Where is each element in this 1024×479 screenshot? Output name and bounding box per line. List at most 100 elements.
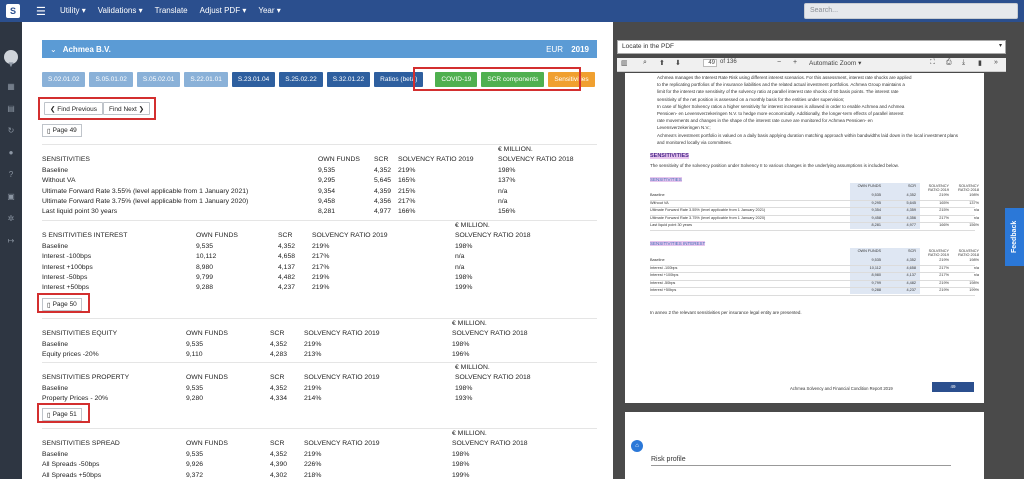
pdf-text-line: Pensioen- en Levensverzekeringen N.V. to… [657, 111, 904, 116]
bookmark-icon[interactable]: ▮ [978, 60, 982, 67]
feedback-button[interactable]: Feedback [1005, 208, 1024, 266]
table-cell: Baseline [42, 450, 69, 458]
pdf-table-cell: n/a [973, 273, 979, 277]
column-header: SOLVENCY RATIO 2018 [452, 330, 528, 338]
table-icon[interactable]: ▦ [7, 82, 15, 91]
lock-icon[interactable]: ▣ [7, 192, 15, 201]
pdf-table-cell: 4,237 [906, 288, 916, 292]
avatar[interactable] [4, 50, 18, 64]
logout-icon[interactable]: ↦ [7, 236, 15, 245]
table-cell: 4,352 [278, 242, 296, 250]
list-icon[interactable]: ▤ [7, 104, 15, 113]
top-menu: Utility ▾ Validations ▾ Translate Adjust… [60, 6, 281, 15]
table-cell: n/a [455, 253, 465, 261]
column-header: S ENSITIVITIES INTEREST [42, 232, 128, 240]
tab-s050201[interactable]: S.05.02.01 [136, 72, 181, 87]
tab-s020102[interactable]: S.02.01.02 [42, 72, 86, 87]
tab-s250222[interactable]: S.25.02.22 [279, 72, 323, 87]
page-up-icon[interactable]: ⬆ [659, 60, 665, 67]
pdf-column-header: OWN FUNDS [857, 184, 881, 188]
download-icon[interactable]: ⤓ [962, 59, 966, 66]
pdf-row-line [650, 294, 975, 296]
dropdown-arrow-icon: ▾ [998, 43, 1002, 49]
pdf-table-cell: Interest +50bps [650, 288, 677, 292]
menu-adjust-pdf[interactable]: Adjust PDF ▾ [199, 6, 247, 15]
pdf-table2-title: SENSITIVITIES INTEREST [650, 241, 706, 246]
tab-s230104[interactable]: S.23.01.04 [231, 72, 276, 87]
pdf-table-cell: 4,352 [906, 258, 916, 262]
zoom-select[interactable]: Automatic Zoom ▾ [809, 60, 862, 67]
user-icon[interactable]: ● [8, 148, 14, 157]
pdf-table-cell: Without VA [650, 200, 669, 205]
menu-translate[interactable]: Translate [154, 6, 188, 15]
sidebar-toggle-icon[interactable]: ▥ [621, 60, 628, 67]
print-icon[interactable]: ⎙ [946, 59, 952, 66]
tab-scr-components[interactable]: SCR components [481, 72, 545, 87]
table-cell: 4,302 [270, 471, 288, 479]
table-cell: 9,372 [186, 471, 204, 479]
tab-ratios[interactable]: Ratios (beta) [374, 72, 424, 87]
pdf-table-cell: 4,977 [906, 223, 916, 227]
pdf-text-line: Achmea's investment portfolio is valued … [657, 132, 959, 138]
app-logo[interactable]: S [6, 4, 20, 18]
pdf-text-line: sensitivity of the net position is asses… [657, 96, 845, 102]
page-51-button[interactable]: ▯ Page 51 [42, 408, 82, 421]
menu-toggle-icon[interactable]: ☰ [36, 6, 46, 18]
page-number-input[interactable]: 49 [703, 59, 717, 67]
column-header: OWN FUNDS [196, 232, 238, 240]
menu-validations[interactable]: Validations ▾ [97, 6, 143, 15]
find-previous-button[interactable]: ❮ Find Previous [44, 102, 103, 115]
tab-s320122[interactable]: S.32.01.22 [326, 72, 371, 87]
search-icon[interactable]: ⌕ [643, 59, 647, 66]
pdf-footer-page: 49 [932, 382, 974, 392]
pdf-table-cell: 199% [969, 288, 979, 292]
table-cell: 196% [452, 351, 470, 359]
settings-icon[interactable]: ✲ [7, 214, 15, 223]
table-cell: 4,482 [278, 274, 296, 281]
help-icon[interactable]: ? [8, 170, 14, 179]
zoom-in-icon[interactable]: + [793, 59, 798, 66]
page-49-button[interactable]: ▯ Page 49 [42, 124, 82, 137]
table-cell: 8,980 [196, 263, 214, 271]
tab-covid19[interactable]: COVID-19 [435, 72, 478, 87]
search-input[interactable]: Search... [804, 3, 1018, 19]
pdf-table-cell: 165% [939, 200, 949, 205]
table-cell: Ultimate Forward Rate 3.55% (level appli… [42, 187, 249, 195]
find-next-button[interactable]: Find Next ❯ [103, 102, 151, 115]
tab-s220101[interactable]: S.22.01.01 [184, 72, 228, 87]
pdf-footer: Achmea Solvency and Financial Condition … [790, 386, 893, 391]
filter-icon[interactable]: ▼ [7, 60, 15, 69]
zoom-out-icon[interactable]: − [777, 59, 782, 66]
column-header: SCR [278, 232, 293, 240]
table-cell: Interest -100bps [42, 253, 92, 261]
pdf-table-cell: 9,288 [871, 288, 881, 292]
table-cell: Interest +50bps [42, 284, 90, 292]
tab-s050102[interactable]: S.05.01.02 [89, 72, 133, 87]
locate-label: Locate in the PDF [622, 43, 675, 50]
table-cell: 10,112 [196, 253, 217, 261]
refresh-icon[interactable]: ↻ [7, 126, 15, 135]
menu-year[interactable]: Year ▾ [258, 6, 281, 15]
table-cell: 199% [452, 471, 470, 479]
table-cell: 4,352 [270, 340, 288, 348]
table-cell: 214% [304, 395, 322, 403]
fullscreen-icon[interactable]: ⛶ [930, 59, 935, 66]
page-down-icon[interactable]: ⬇ [675, 60, 681, 67]
entity-bar[interactable]: ⌄ Achmea B.V. EUR 2019 [42, 40, 597, 58]
menu-utility[interactable]: Utility ▾ [60, 6, 86, 15]
table-cell: 4,352 [270, 450, 288, 458]
table-cell: 219% [304, 340, 322, 348]
tab-sensitivities[interactable]: Sensitivities [548, 72, 595, 87]
pdf-row-line [650, 229, 975, 231]
table-cell: 198% [455, 242, 473, 250]
locate-in-pdf-select[interactable]: Locate in the PDF ▾ [617, 40, 1006, 54]
table-cell: 217% [398, 198, 416, 205]
highlight-box [38, 97, 156, 120]
pdf-text-line: rate movements and changes in the shape … [657, 118, 873, 124]
tools-icon[interactable]: » [994, 59, 998, 66]
table-cell: 137% [498, 177, 516, 185]
table-cell: 217% [312, 263, 330, 271]
page-50-button[interactable]: ▯ Page 50 [42, 298, 82, 311]
column-header: SCR [270, 374, 285, 382]
table-cell: Baseline [42, 340, 69, 348]
